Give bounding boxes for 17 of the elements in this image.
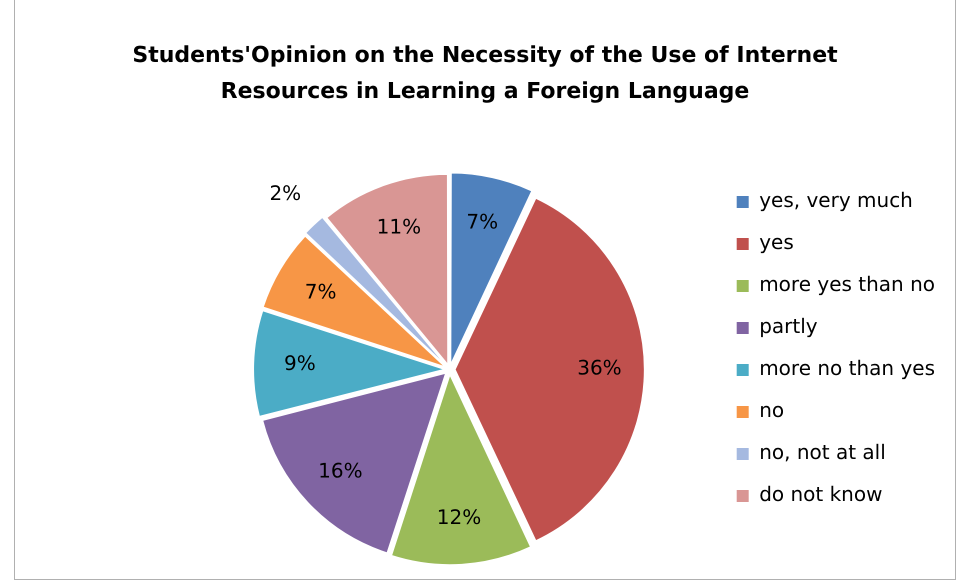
- legend-label: no, not at all: [759, 440, 886, 464]
- legend-label: yes, very much: [759, 188, 913, 212]
- legend-label: no: [759, 398, 784, 422]
- data-label: 9%: [284, 350, 316, 375]
- legend-label: yes: [759, 230, 794, 254]
- data-label: 11%: [376, 214, 422, 239]
- data-label: 12%: [436, 505, 482, 530]
- legend-label: do not know: [759, 482, 882, 506]
- data-label: 7%: [466, 209, 498, 234]
- legend-label: partly: [759, 314, 818, 338]
- data-label: 36%: [577, 356, 622, 380]
- chart-title: Students'Opinion on the Necessity of the Use of Internet Resources in Learning a Foreign Language: [131, 42, 839, 106]
- data-label: 7%: [304, 279, 336, 304]
- legend-label: more yes than no: [759, 272, 936, 296]
- data-label: 2%: [269, 180, 302, 205]
- legend-label: more no than yes: [759, 356, 936, 380]
- data-label: 16%: [318, 458, 363, 482]
